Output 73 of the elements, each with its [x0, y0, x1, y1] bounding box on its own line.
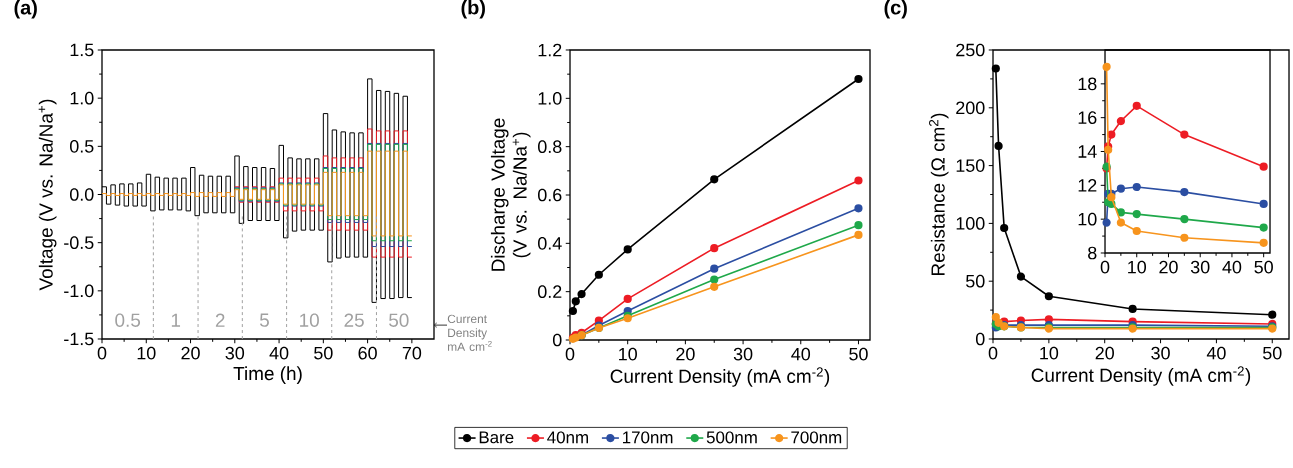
legend-label: 700nm — [791, 431, 842, 444]
y-tick-label: 1.2 — [538, 43, 562, 57]
text: Current Density mA cm$^{-2}$ — [447, 314, 492, 351]
x-tick-label: 30 — [225, 346, 245, 360]
legend-label: 170nm — [623, 431, 673, 444]
annotation: 0.5 — [115, 313, 141, 327]
x-tick-label: 60 — [358, 346, 377, 360]
legend-label: 500nm — [706, 431, 757, 444]
y-tick-label: 16 — [1078, 111, 1097, 125]
x-tick-label: 40 — [791, 347, 811, 361]
x-tick-label: 0 — [97, 346, 107, 360]
x-tick-label: 50 — [849, 347, 868, 361]
x-tick-label: 20 — [1095, 346, 1114, 360]
x-axis-title: Current Density (mA cm$^{-2}$) — [1031, 366, 1251, 386]
y-axis-title: Resistance (Ω cm$^{2}$) — [929, 113, 949, 275]
y-tick-label: 1.0 — [70, 91, 94, 105]
x-axis-title: Time (h) — [233, 366, 302, 384]
x-tick-label: 0 — [565, 347, 575, 361]
x-tick-label: 10 — [137, 346, 156, 360]
y-tick-label: 150 — [956, 159, 985, 172]
y-tick-label: 0.6 — [538, 188, 562, 202]
y-tick-label: 1.5 — [70, 43, 94, 57]
x-tick-label: 70 — [402, 346, 422, 360]
x-tick-label: 50 — [1254, 260, 1273, 274]
y-tick-label: 100 — [956, 217, 985, 230]
y-tick-label: 200 — [956, 101, 985, 115]
x-tick-label: 40 — [1222, 260, 1242, 274]
annotation: 5 — [259, 313, 269, 327]
x-tick-label: 10 — [1128, 260, 1147, 274]
y-tick-label: 0 — [975, 332, 985, 346]
y-tick-label: 0.4 — [538, 236, 562, 250]
annotation: 1 — [171, 313, 181, 327]
x-tick-label: 10 — [619, 347, 637, 361]
y-tick-label: 0 — [552, 333, 562, 347]
y-tick-label: 12 — [1078, 179, 1097, 192]
chart-title: (c) — [884, 0, 907, 19]
x-tick-label: 50 — [314, 346, 333, 360]
x-tick-label: 20 — [676, 347, 695, 361]
x-tick-label: 30 — [733, 347, 753, 361]
legend-label: 40nm — [547, 431, 588, 444]
y-tick-label: 0.0 — [70, 188, 94, 201]
y-tick-label: 14 — [1078, 145, 1097, 158]
y-tick-label: 1.0 — [538, 91, 562, 105]
x-tick-label: 20 — [181, 346, 200, 360]
x-tick-label: 40 — [269, 346, 289, 360]
chart-title: (a) — [14, 0, 37, 19]
y-tick-label: 8 — [1088, 246, 1097, 260]
legend-label: Bare — [479, 431, 514, 444]
x-tick-label: 50 — [1263, 346, 1282, 360]
y-tick-label: 250 — [956, 43, 985, 57]
y-tick-label: 0.2 — [538, 285, 562, 299]
y-tick-label: 18 — [1078, 77, 1097, 91]
y-tick-label: 50 — [966, 274, 985, 288]
x-axis-title: Current Density (mA cm$^{-2}$) — [610, 367, 830, 387]
x-tick-label: 0 — [1100, 260, 1110, 274]
x-tick-label: 30 — [1151, 346, 1170, 360]
annotation: 50 — [389, 313, 409, 327]
annotation: 25 — [344, 313, 364, 327]
x-tick-label: 0 — [988, 346, 998, 360]
annotation: 10 — [300, 313, 319, 327]
x-tick-label: 10 — [1040, 346, 1059, 360]
y-tick-label: 0.5 — [70, 139, 94, 153]
y-tick-label: -0.5 — [64, 236, 94, 250]
x-tick-label: 30 — [1190, 260, 1210, 274]
x-tick-label: 40 — [1206, 346, 1226, 360]
y-tick-label: 10 — [1078, 212, 1097, 226]
y-tick-label: -1.0 — [64, 284, 94, 298]
y-tick-label: 0.8 — [538, 140, 562, 154]
chart-title: (b) — [461, 0, 485, 19]
y-axis-title: Voltage (V vs. Na/Na$^{+}$) — [38, 99, 57, 291]
annotation: 2 — [215, 313, 225, 327]
x-tick-label: 20 — [1159, 260, 1178, 274]
y-tick-label: -1.5 — [64, 332, 94, 346]
